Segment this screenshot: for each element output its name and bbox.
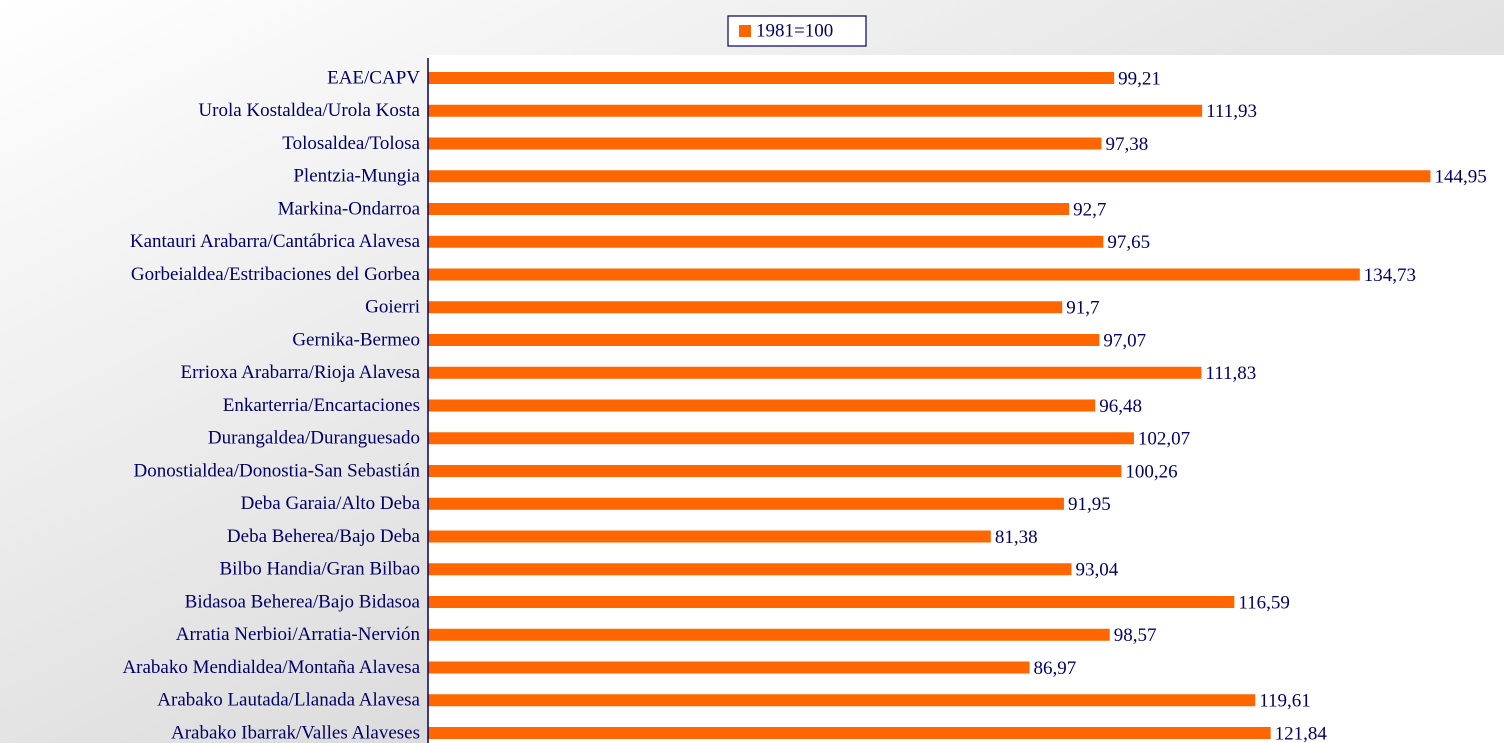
data-label: 100,26	[1125, 461, 1177, 482]
y-tick-label: Arratia Nerbioi/Arratia-Nervión	[176, 624, 421, 645]
bar	[428, 366, 1202, 379]
data-label: 102,07	[1138, 429, 1190, 450]
bar	[428, 72, 1115, 84]
bar	[428, 301, 1063, 314]
bar	[428, 497, 1064, 510]
y-tick-label: Bilbo Handia/Gran Bilbao	[219, 559, 420, 580]
y-tick-label: Gernika-Bermeo	[292, 329, 420, 350]
y-tick-label: EAE/CAPV	[327, 67, 420, 88]
y-tick-label: Donostialdea/Donostia-San Sebastián	[133, 460, 420, 481]
data-label: 98,57	[1114, 625, 1157, 646]
bar	[428, 235, 1104, 248]
bar	[428, 661, 1030, 674]
bar	[428, 530, 991, 543]
bar	[428, 104, 1203, 117]
bar	[428, 170, 1431, 183]
bar	[428, 432, 1134, 445]
data-label: 91,7	[1066, 298, 1099, 319]
data-label: 111,93	[1206, 101, 1257, 122]
y-tick-label: Gorbeialdea/Estribaciones del Gorbea	[131, 264, 421, 285]
data-label: 81,38	[995, 527, 1038, 548]
data-label: 92,7	[1073, 199, 1106, 220]
y-tick-label: Deba Garaia/Alto Deba	[241, 493, 421, 514]
y-tick-label: Kantauri Arabarra/Cantábrica Alavesa	[130, 231, 421, 252]
y-tick-label: Urola Kostaldea/Urola Kosta	[198, 100, 420, 121]
bar	[428, 137, 1102, 150]
bar	[428, 596, 1235, 608]
data-label: 99,21	[1118, 68, 1161, 89]
data-label: 93,04	[1075, 560, 1118, 581]
y-tick-label: Arabako Lautada/Llanada Alavesa	[157, 690, 420, 711]
data-label: 86,97	[1033, 658, 1076, 679]
plot-area	[428, 55, 1504, 743]
y-tick-label: Markina-Ondarroa	[278, 198, 421, 219]
y-tick-label: Durangaldea/Duranguesado	[208, 428, 420, 449]
y-tick-label: Bidasoa Beherea/Bajo Bidasoa	[185, 591, 421, 612]
y-tick-label: Arabako Ibarrak/Valles Alaveses	[171, 722, 420, 743]
data-label: 97,38	[1105, 134, 1148, 155]
y-tick-label: Deba Beherea/Bajo Deba	[227, 526, 421, 547]
data-label: 119,61	[1259, 691, 1311, 712]
y-tick-label: Errioxa Arabarra/Rioja Alavesa	[180, 362, 420, 383]
bar	[428, 694, 1256, 707]
bar	[428, 563, 1072, 576]
y-tick-label: Goierri	[365, 297, 420, 318]
bar	[428, 399, 1096, 412]
data-label: 91,95	[1068, 494, 1111, 515]
bar	[428, 268, 1360, 281]
data-label: 111,83	[1205, 363, 1256, 384]
legend-label: 1981=100	[756, 20, 833, 41]
y-tick-label: Arabako Mendialdea/Montaña Alavesa	[122, 657, 420, 678]
bar	[428, 334, 1100, 346]
y-tick-label: Plentzia-Mungia	[293, 166, 420, 187]
legend-box	[727, 15, 867, 47]
data-label: 121,84	[1275, 723, 1328, 743]
bar	[428, 628, 1110, 641]
data-label: 134,73	[1364, 265, 1416, 286]
legend-swatch	[739, 25, 751, 37]
y-tick-label: Tolosaldea/Tolosa	[282, 133, 420, 154]
data-label: 116,59	[1238, 592, 1290, 613]
bar	[428, 465, 1122, 477]
bar	[428, 727, 1271, 739]
data-label: 96,48	[1099, 396, 1142, 417]
y-tick-label: Enkarterria/Encartaciones	[223, 395, 420, 416]
bar	[428, 203, 1070, 215]
data-label: 97,07	[1103, 330, 1146, 351]
data-label: 97,65	[1107, 232, 1150, 253]
data-label: 144,95	[1434, 167, 1486, 188]
